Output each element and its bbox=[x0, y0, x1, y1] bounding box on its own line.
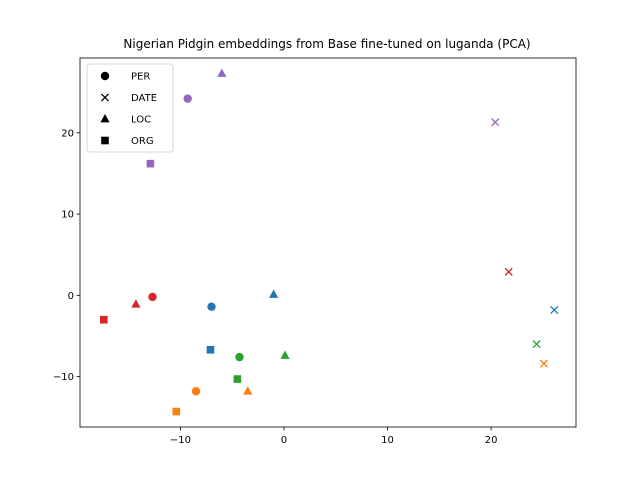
x-tick-label: 10 bbox=[381, 435, 394, 446]
data-point-square bbox=[100, 315, 108, 324]
data-point-square bbox=[233, 375, 242, 383]
plot-area bbox=[79, 57, 577, 428]
data-point-x bbox=[491, 118, 500, 127]
legend-label: LOC bbox=[131, 115, 151, 126]
data-point-circle bbox=[235, 352, 244, 362]
x-tick-label: −10 bbox=[170, 435, 191, 446]
chart-title: Nigerian Pidgin embeddings from Base fin… bbox=[123, 37, 530, 51]
legend-label: DATE bbox=[131, 93, 157, 104]
x-axis: −10 0 10 20 bbox=[170, 427, 498, 446]
data-point-triangle bbox=[217, 68, 227, 77]
data-point-square bbox=[206, 345, 215, 354]
legend-marker-circle bbox=[100, 71, 110, 81]
y-tick-label: −10 bbox=[53, 372, 74, 383]
y-axis: −10 0 10 20 bbox=[53, 128, 80, 383]
x-tick-label: 20 bbox=[485, 435, 498, 446]
data-point-x bbox=[532, 340, 541, 349]
data-point-triangle bbox=[243, 386, 253, 395]
legend-marker-triangle bbox=[100, 114, 110, 123]
data-point-triangle bbox=[280, 350, 290, 359]
data-point-square bbox=[146, 159, 155, 168]
data-point-circle bbox=[148, 292, 157, 302]
data-point-x bbox=[504, 267, 513, 276]
data-point-circle bbox=[183, 94, 192, 103]
y-tick-label: 10 bbox=[61, 210, 74, 221]
legend-marker-x bbox=[100, 93, 110, 102]
data-point-x bbox=[550, 305, 559, 315]
legend-box bbox=[86, 63, 174, 153]
y-tick-label: 20 bbox=[61, 128, 74, 139]
data-point-x bbox=[539, 359, 548, 368]
data-point-circle bbox=[191, 387, 201, 396]
data-point-circle bbox=[207, 302, 216, 311]
data-point-triangle bbox=[131, 299, 141, 308]
legend-label: PER bbox=[131, 72, 150, 83]
legend: PER DATE LOC ORG bbox=[86, 63, 174, 153]
legend-label: ORG bbox=[131, 136, 154, 147]
data-point-square bbox=[172, 407, 181, 416]
y-tick-label: 0 bbox=[68, 291, 74, 302]
data-point-triangle bbox=[269, 289, 279, 298]
legend-marker-square bbox=[101, 136, 109, 145]
x-tick-label: 0 bbox=[281, 435, 287, 446]
data-points bbox=[100, 68, 559, 416]
